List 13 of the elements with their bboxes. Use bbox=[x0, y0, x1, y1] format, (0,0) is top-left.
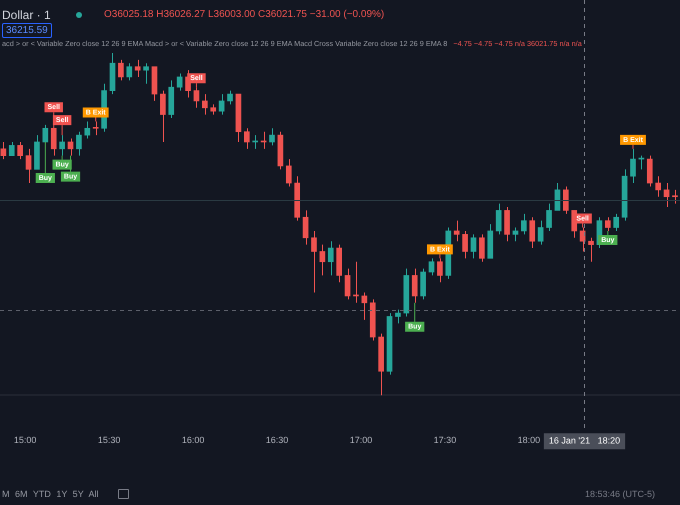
text: 36215.59 bbox=[2, 23, 52, 38]
text: 18:53:46 (UTC-5) bbox=[585, 489, 656, 499]
x-tick-label: 15:30 bbox=[98, 435, 120, 446]
text: M 6M YTD 1Y 5Y All bbox=[2, 489, 99, 499]
x-tick-label: 16:30 bbox=[266, 435, 288, 446]
x-tick-label: 15:00 bbox=[14, 435, 36, 446]
x-tick-label: 17:00 bbox=[350, 435, 372, 446]
x-tick-label: 16:00 bbox=[182, 435, 204, 446]
text: Dollar · 1 bbox=[2, 8, 51, 22]
x-tick-label: 17:30 bbox=[434, 435, 456, 446]
text: O36025.18 H36026.27 L36003.00 C36021.75 −31.00 (−0.09%) bbox=[104, 9, 384, 20]
x-tick-label: 18:00 bbox=[518, 435, 540, 446]
ref-line-label: 16 Jan '21 18:20 bbox=[548, 436, 620, 446]
